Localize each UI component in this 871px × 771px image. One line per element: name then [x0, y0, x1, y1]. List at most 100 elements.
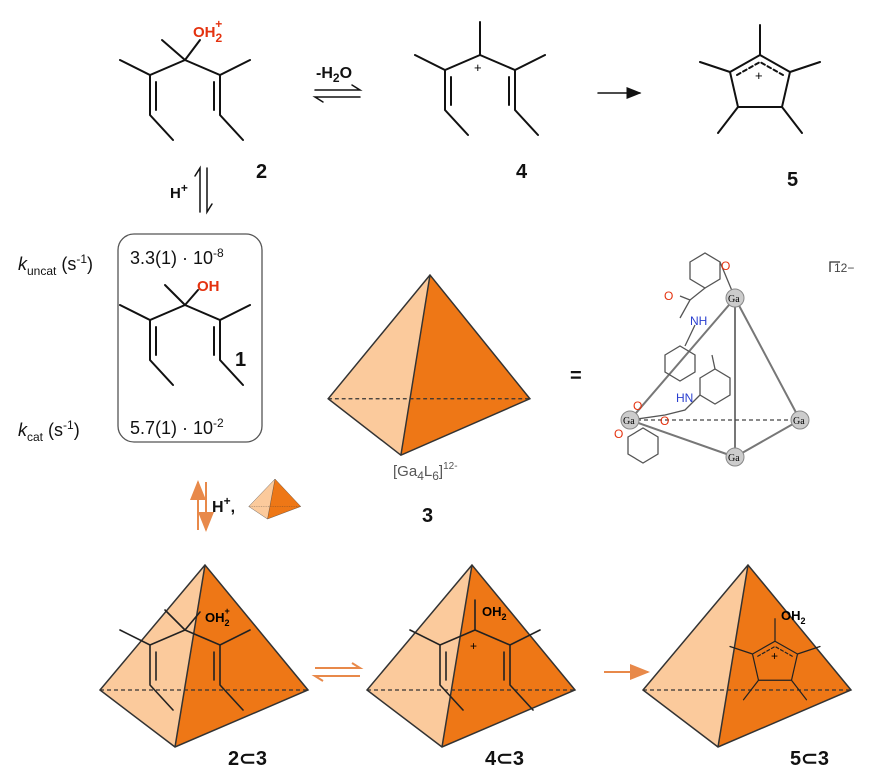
text-part: [Ga [393, 463, 418, 480]
atom: O [633, 399, 642, 413]
metal: Ga [728, 294, 740, 305]
shape [327, 274, 531, 456]
rate-label: kuncat (s-1) [18, 252, 93, 278]
metal: Ga [793, 416, 805, 427]
shape [725, 447, 745, 467]
shape [99, 564, 309, 748]
charge: + [474, 60, 482, 75]
text-part: + [181, 181, 188, 195]
text-part: 2 [333, 71, 340, 85]
charge: 12− [834, 261, 854, 275]
shape [327, 274, 531, 456]
compound-5: + 5 [699, 24, 821, 191]
text-part: OH [781, 608, 801, 623]
text-part: ] [439, 463, 443, 480]
charge: + [771, 649, 778, 663]
text-part: OH [205, 610, 225, 625]
shape [629, 297, 801, 458]
host-structure: 12− O O NH O HN O O Ga Ga Ga Ga [614, 252, 854, 467]
rate-label: kcat (s-1) [18, 418, 80, 444]
text-part: H [212, 499, 224, 516]
shape [629, 261, 736, 421]
arrow-label: H+, [212, 494, 235, 516]
shape [829, 261, 840, 272]
rate-value: 5.7(1) · 10-2 [130, 416, 224, 438]
text-part: 2 [216, 31, 223, 45]
formula: [Ga4L6]12- [393, 461, 458, 483]
hydroxyl: OH [197, 278, 220, 295]
shape [790, 410, 810, 430]
box [117, 233, 263, 443]
shape [161, 39, 201, 61]
text-part: 2 [502, 612, 507, 622]
text-part: 12- [443, 461, 457, 472]
text-part: uncat [27, 264, 57, 278]
atom: NH [690, 314, 707, 328]
atom: O [721, 259, 730, 273]
text-part: OH [482, 604, 502, 619]
charge: + [470, 639, 477, 653]
text-part: -1 [63, 418, 74, 432]
label: 4⊂3 [485, 748, 524, 770]
arrow-label: -H2O [316, 65, 352, 85]
text-part: H [170, 185, 181, 202]
hydroxonium: OH2 [482, 604, 507, 622]
rate-constants: kuncat (s-1) kcat (s-1) 3.3(1) · 10-8 5.7(… [18, 233, 263, 444]
text-part: 5.7(1) · 10 [130, 418, 213, 438]
shape [164, 609, 201, 631]
metal: Ga [623, 416, 635, 427]
text-part: + [225, 606, 230, 616]
complex-2-3: OH2 + 2⊂3 [99, 564, 309, 770]
text-part: -H [316, 65, 333, 82]
atom: O [664, 289, 673, 303]
shape [366, 564, 576, 748]
shape [248, 478, 301, 520]
text-part: 2 [801, 616, 806, 626]
arrow-label: H+ [170, 181, 188, 202]
shape [725, 288, 745, 308]
label: 3 [422, 505, 433, 527]
text-part: 3.3(1) · 10 [130, 248, 213, 268]
hydroxonium: OH2+ [193, 17, 223, 45]
host-3: [Ga4L6]12- 3 = [327, 274, 582, 527]
text-part: O [340, 65, 352, 82]
protonation-arrow: H+ [170, 165, 213, 215]
rate-value: 3.3(1) · 10-8 [130, 246, 224, 268]
encapsulation-arrow: H+, [190, 478, 301, 532]
shape [119, 304, 251, 386]
atom: O [614, 427, 623, 441]
compound-4: + 4 [414, 21, 546, 183]
compound-2: OH2+ 2 [119, 17, 267, 183]
shape [194, 165, 213, 215]
text-part: , [231, 499, 235, 516]
charge: + [755, 68, 763, 83]
text-part: -1 [76, 252, 87, 266]
atom: HN [676, 391, 693, 405]
compound-1: OH 1 [119, 278, 251, 386]
text-part: L [424, 463, 432, 480]
text-part: 6 [432, 469, 439, 483]
hydroxonium: OH2 + [205, 606, 230, 628]
atom: O [660, 414, 669, 428]
text-part: OH [193, 24, 216, 41]
metal: Ga [728, 453, 740, 464]
shape [248, 478, 301, 520]
shape [627, 252, 731, 464]
dehydration-arrow: -H2O [312, 65, 363, 103]
complex-5-3: + OH2 5⊂3 [642, 564, 852, 770]
equals: = [570, 365, 582, 387]
text-part: + [215, 17, 222, 31]
text-part: 2 [225, 618, 230, 628]
label: 1 [235, 349, 246, 371]
text-part: k [18, 254, 28, 274]
text-part: -8 [213, 246, 224, 260]
metals: Ga Ga Ga Ga [620, 288, 810, 467]
shape [642, 564, 852, 748]
label: 4 [516, 161, 528, 183]
label: 2 [256, 161, 267, 183]
complex-4-3: + OH2 4⊂3 [366, 564, 576, 770]
text-part: cat [27, 430, 44, 444]
label: 2⊂3 [228, 748, 267, 770]
equilibrium-arrow [311, 662, 364, 682]
